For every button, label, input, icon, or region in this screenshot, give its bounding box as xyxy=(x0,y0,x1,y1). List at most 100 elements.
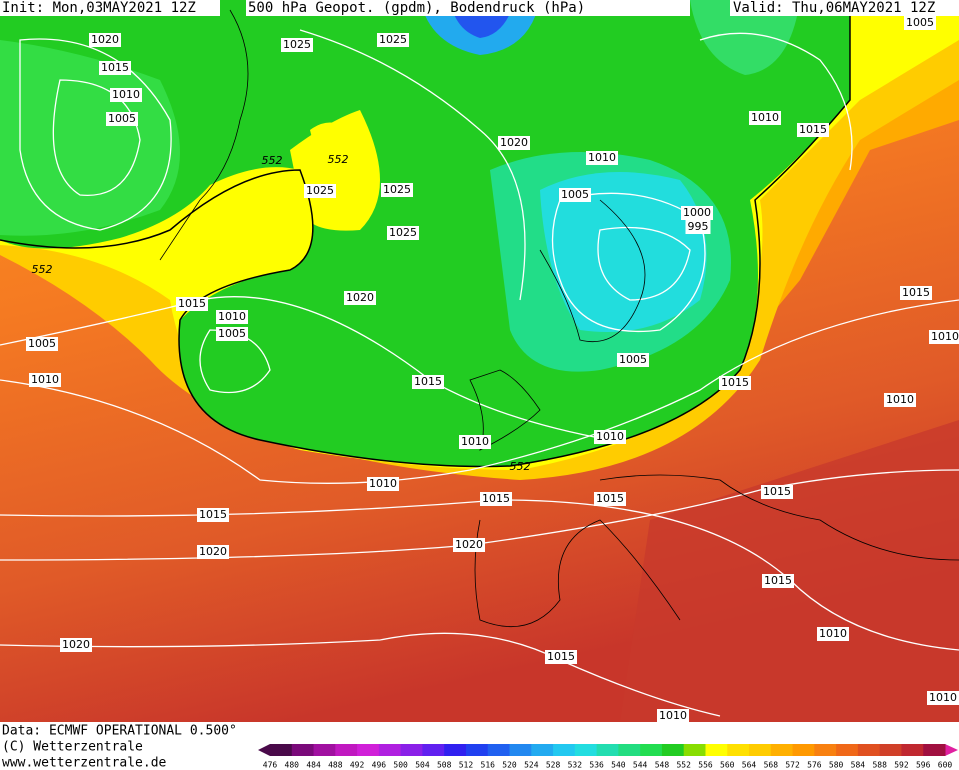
isobar-label: 1015 xyxy=(178,297,206,310)
isobar-label: 1025 xyxy=(389,226,417,239)
scale-box xyxy=(749,744,772,756)
isobar-label-bg xyxy=(817,627,849,641)
scale-box xyxy=(814,744,837,756)
copyright: (C) Wetterzentrale xyxy=(2,740,143,755)
isobar-label: 1005 xyxy=(108,112,136,125)
isobar-label: 1010 xyxy=(886,393,914,406)
isobar-label-bg xyxy=(176,297,208,311)
header-bg xyxy=(246,0,690,16)
header: Init: Mon,03MAY2021 12Z 500 hPa Geopot. … xyxy=(0,0,959,16)
scale-box xyxy=(879,744,902,756)
yellow-patch xyxy=(310,122,350,151)
data-source: Data: ECMWF OPERATIONAL 0.500° xyxy=(2,724,237,739)
scale-box xyxy=(270,744,293,756)
isobar-label-bg xyxy=(412,375,444,389)
isobar-label: 1005 xyxy=(906,16,934,29)
isobar-label: 1000 xyxy=(683,206,711,219)
isobar-label: 1010 xyxy=(31,373,59,386)
northeast-region xyxy=(690,0,800,75)
isobar-label: 1015 xyxy=(721,376,749,389)
coastlines xyxy=(159,9,959,627)
isobar-label: 1010 xyxy=(588,151,616,164)
isobar-label-bg xyxy=(453,538,485,552)
scale-box xyxy=(465,744,489,756)
scale-label: 540 xyxy=(611,761,626,770)
scale-label: 488 xyxy=(328,761,343,770)
valid-time: Valid: Thu,06MAY2021 12Z xyxy=(733,0,935,16)
scale-box xyxy=(400,744,423,756)
scale-label: 496 xyxy=(372,761,387,770)
header-bg xyxy=(0,0,220,16)
scale-box xyxy=(727,744,750,756)
isobar-label: 1015 xyxy=(482,492,510,505)
isobar-label: 1005 xyxy=(28,337,56,350)
scale-box xyxy=(357,744,380,756)
isobar-label: 1020 xyxy=(91,33,119,46)
isobar-label-bg xyxy=(110,88,142,102)
scale-label: 548 xyxy=(655,761,670,770)
scale-box xyxy=(313,744,336,756)
isobar-label: 1020 xyxy=(455,538,483,551)
scale-box xyxy=(291,744,315,756)
isobar-label-bg xyxy=(197,508,229,522)
scale-box xyxy=(378,744,402,756)
isobar-label-bg xyxy=(761,485,793,499)
isobar-label: 1010 xyxy=(659,709,687,722)
isobar-label: 1010 xyxy=(929,691,957,704)
isobar-label-bg xyxy=(685,220,711,234)
isobar-label-bg xyxy=(904,16,936,30)
isobar-label: 1010 xyxy=(751,111,779,124)
isobar-label: 1015 xyxy=(199,508,227,521)
isobar-label: 1005 xyxy=(619,353,647,366)
isobar-label-bg xyxy=(681,206,713,220)
scale-box xyxy=(661,744,685,756)
isobar-label-bg xyxy=(586,151,618,165)
scale-label: 572 xyxy=(785,761,800,770)
header-bg xyxy=(730,0,959,16)
scale-label: 512 xyxy=(459,761,474,770)
isobar-label-bg xyxy=(498,136,530,150)
isobar-label: 1010 xyxy=(218,310,246,323)
scale-label: 516 xyxy=(481,761,496,770)
isobar-label: 1005 xyxy=(561,188,589,201)
isobar-label: 1015 xyxy=(799,123,827,136)
scale-label: 528 xyxy=(546,761,561,770)
scale-box xyxy=(901,744,924,756)
isobar-label-bg xyxy=(900,286,932,300)
scale-label: 564 xyxy=(742,761,757,770)
color-scale: 476 480 484 488 492 496 500 504 508 512 516 520 524 5… xyxy=(258,744,958,770)
isobar-label: 552 xyxy=(262,154,283,167)
scale-end xyxy=(258,744,270,756)
isobar-label: 1020 xyxy=(346,291,374,304)
scale-box xyxy=(705,744,728,756)
map-title: 500 hPa Geopot. (gpdm), Bodendruck (hPa) xyxy=(248,0,585,16)
isobar-label-bg xyxy=(387,226,419,240)
scale-box xyxy=(640,744,663,756)
isobar-label: 1015 xyxy=(763,485,791,498)
isobar-label: 995 xyxy=(688,220,709,233)
scale-box xyxy=(923,744,946,756)
scale-box xyxy=(553,744,576,756)
scale-label: 532 xyxy=(568,761,583,770)
scale-label: 596 xyxy=(916,761,931,770)
cyan-region xyxy=(540,172,707,332)
scale-box xyxy=(531,744,554,756)
isobar-label-bg xyxy=(594,492,626,506)
isobar-label-bg xyxy=(381,183,413,197)
scale-label: 556 xyxy=(698,761,713,770)
scale-box xyxy=(683,744,706,756)
scale-label: 588 xyxy=(872,761,887,770)
isobar-label: 1005 xyxy=(218,327,246,340)
scale-box xyxy=(857,744,881,756)
isobar-label-bg xyxy=(459,435,491,449)
map: 1020 1015 1010 1005 1025 1025 1005 1010 1015 1020… xyxy=(0,0,959,723)
isobar-label: 552 xyxy=(32,263,53,276)
scale-box xyxy=(574,744,598,756)
isobar-label-bg xyxy=(719,376,751,390)
init-time: Init: Mon,03MAY2021 12Z xyxy=(2,0,196,16)
isobar-label: 1010 xyxy=(819,627,847,640)
isobar-label-bg xyxy=(617,353,649,367)
isobar-label-bg xyxy=(344,291,376,305)
scale-label: 576 xyxy=(807,761,822,770)
